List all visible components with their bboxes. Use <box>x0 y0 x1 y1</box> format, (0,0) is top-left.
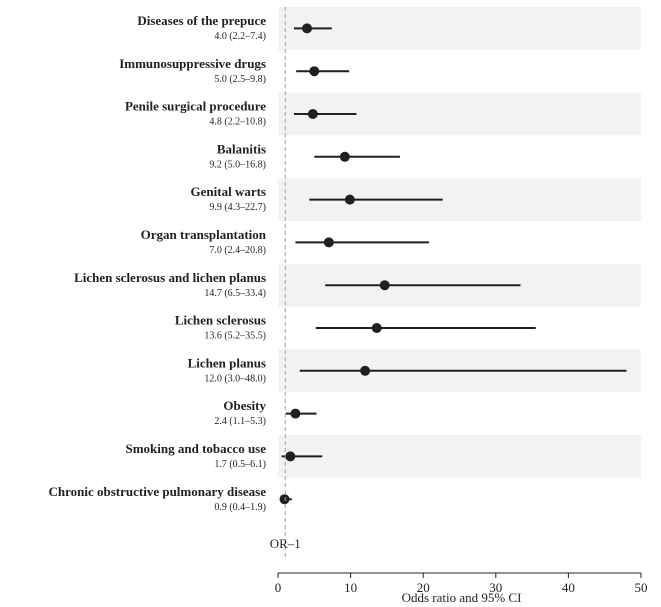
row-estimate-text: 14.7 (6.5–33.4) <box>204 288 266 299</box>
row-label: Chronic obstructive pulmonary disease <box>48 484 266 499</box>
forest-row: Genital warts 9.9 (4.3–22.7) <box>191 184 443 213</box>
forest-row: Balanitis 9.2 (5.0–16.8) <box>209 141 400 170</box>
row-estimate-text: 12.0 (3.0–48.0) <box>204 373 266 384</box>
row-label: Penile surgical procedure <box>125 99 266 114</box>
x-axis-title: Odds ratio and 95% CI <box>402 590 522 605</box>
forest-row: Penile surgical procedure 4.8 (2.2–10.8) <box>125 99 357 128</box>
row-estimate-text: 9.2 (5.0–16.8) <box>209 159 266 170</box>
row-estimate-text: 0.9 (0.4–1.9) <box>214 502 266 513</box>
row-label: Lichen sclerosus and lichen planus <box>74 270 266 285</box>
point-estimate <box>279 494 290 505</box>
row-estimate-text: 9.9 (4.3–22.7) <box>209 202 266 213</box>
x-tick-label: 50 <box>635 580 648 595</box>
forest-row: Chronic obstructive pulmonary disease 0.9… <box>48 484 292 513</box>
point-estimate <box>302 23 313 34</box>
row-estimate-text: 1.7 (0.5–6.1) <box>214 459 266 470</box>
point-estimate <box>379 280 390 291</box>
point-estimate <box>360 365 371 376</box>
reference-line-label: OR–1 <box>270 536 301 551</box>
row-label: Lichen sclerosus <box>175 313 266 328</box>
forest-row: Lichen planus 12.0 (3.0–48.0) <box>188 355 627 384</box>
row-estimate-text: 4.8 (2.2–10.8) <box>209 117 266 128</box>
x-tick-label: 10 <box>344 580 357 595</box>
row-label: Lichen planus <box>188 355 266 370</box>
row-estimate-text: 13.6 (5.2–35.5) <box>204 331 266 342</box>
x-tick-label: 40 <box>562 580 575 595</box>
point-estimate <box>307 109 318 119</box>
forest-row: Lichen sclerosus 13.6 (5.2–35.5) <box>175 313 536 342</box>
row-estimate-text: 4.0 (2.2–7.4) <box>214 31 266 42</box>
forest-row: Immunosuppressive drugs 5.0 (2.5–9.8) <box>119 56 350 85</box>
x-tick-label: 30 <box>489 580 502 595</box>
forest-row: Obesity 2.4 (1.1–5.3) <box>214 398 317 427</box>
point-estimate <box>309 66 320 77</box>
forest-row: Lichen sclerosus and lichen planus 14.7 (… <box>74 270 521 299</box>
point-estimate <box>285 451 296 462</box>
point-estimate <box>344 194 355 205</box>
row-label: Immunosuppressive drugs <box>119 56 266 71</box>
x-axis-ticks: 0 10 20 30 40 50 <box>275 573 648 595</box>
x-tick-label: 0 <box>275 580 282 595</box>
row-label: Balanitis <box>217 141 266 156</box>
row-label: Organ transplantation <box>141 227 267 242</box>
forest-rows: Diseases of the prepuce 4.0 (2.2–7.4) Immu… <box>48 13 627 513</box>
row-label: Obesity <box>223 398 266 413</box>
row-band <box>278 7 641 50</box>
x-tick-label: 20 <box>417 580 430 595</box>
row-estimate-text: 2.4 (1.1–5.3) <box>214 416 266 427</box>
row-band <box>278 435 641 478</box>
point-estimate <box>290 408 301 419</box>
row-estimate-text: 7.0 (2.4–20.8) <box>209 245 266 256</box>
row-estimate-text: 5.0 (2.5–9.8) <box>214 74 266 85</box>
forest-row: Organ transplantation 7.0 (2.4–20.8) <box>141 227 430 256</box>
row-label: Smoking and tobacco use <box>126 441 267 456</box>
row-label: Genital warts <box>191 184 266 199</box>
forest-row: Smoking and tobacco use 1.7 (0.5–6.1) <box>126 441 323 470</box>
row-label: Diseases of the prepuce <box>137 13 266 28</box>
point-estimate <box>323 237 334 248</box>
forest-row: Diseases of the prepuce 4.0 (2.2–7.4) <box>137 13 332 42</box>
point-estimate <box>339 151 350 162</box>
point-estimate <box>371 323 382 333</box>
